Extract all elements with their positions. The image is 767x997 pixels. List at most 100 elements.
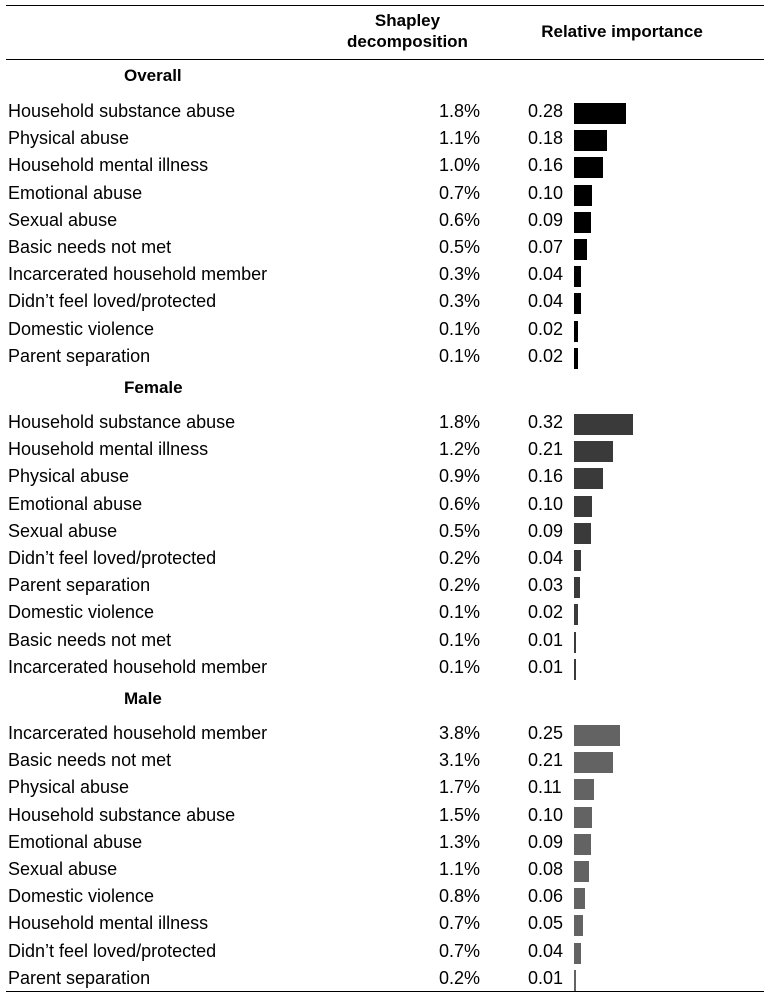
shapley-value: 1.7% [438, 777, 480, 798]
relative-importance-value: 0.07 [528, 237, 564, 257]
shapley-header: Shapley decomposition [347, 11, 468, 51]
importance-bar [574, 130, 608, 152]
relative-importance-header: Relative importance [541, 22, 703, 41]
relative-importance-value: 0.09 [528, 520, 564, 541]
shapley-value: 0.1% [438, 629, 480, 650]
table-row: Physical abuse 0.9% 0.16 [0, 463, 767, 490]
shapley-value: 0.3% [438, 291, 480, 312]
table-row: Emotional abuse 0.6% 0.10 [0, 491, 767, 518]
row-label: Household substance abuse [8, 804, 236, 825]
relative-importance-value: 0.04 [528, 291, 564, 312]
relative-importance-value: 0.21 [528, 750, 564, 771]
importance-bar [574, 550, 582, 571]
bottom-rule [6, 991, 764, 992]
shapley-value: 1.5% [438, 804, 480, 825]
table-row: Household mental illness 0.7% 0.05 [0, 910, 767, 937]
row-label: Incarcerated household member [8, 723, 268, 743]
row-label: Incarcerated household member [8, 656, 268, 677]
shapley-value: 1.2% [438, 439, 480, 460]
row-label: Didn’t feel loved/protected [8, 940, 217, 961]
shapley-value: 0.1% [438, 656, 480, 677]
relative-importance-value: 0.04 [528, 548, 564, 568]
importance-bar [574, 725, 620, 746]
relative-importance-value: 0.01 [528, 629, 564, 650]
row-label: Parent separation [8, 345, 151, 366]
table-row: Physical abuse 1.7% 0.11 [0, 774, 767, 801]
relative-importance-value: 0.02 [528, 602, 564, 623]
shapley-value: 0.2% [438, 967, 480, 988]
importance-bar [574, 806, 593, 828]
importance-bar [574, 577, 580, 599]
table-row: Emotional abuse 0.7% 0.10 [0, 180, 767, 207]
table-row: Didn’t feel loved/protected 0.7% 0.04 [0, 938, 767, 965]
table-row: Domestic violence 0.1% 0.02 [0, 316, 767, 343]
table-row: Household mental illness 1.0% 0.16 [0, 152, 767, 179]
relative-importance-value: 0.09 [528, 209, 564, 230]
table-row: Incarcerated household member 0.1% 0.01 [0, 654, 767, 681]
table-row: Physical abuse 1.1% 0.18 [0, 125, 767, 152]
shapley-value: 0.5% [438, 237, 480, 257]
row-label: Incarcerated household member [8, 264, 268, 285]
table-row: Emotional abuse 1.3% 0.09 [0, 829, 767, 856]
table-row: Parent separation 0.2% 0.03 [0, 572, 767, 599]
importance-bar [574, 441, 613, 463]
relative-importance-value: 0.08 [528, 859, 564, 879]
row-label: Household substance abuse [8, 101, 236, 121]
row-label: Parent separation [8, 575, 151, 596]
table-row: Didn’t feel loved/protected 0.2% 0.04 [0, 545, 767, 572]
importance-bar [574, 266, 582, 288]
shapley-value: 0.3% [438, 264, 480, 285]
shapley-value: 0.7% [438, 913, 480, 934]
row-label: Household mental illness [8, 155, 209, 176]
shapley-value: 0.1% [438, 602, 480, 623]
relative-importance-value: 0.04 [528, 264, 564, 285]
shapley-value: 3.8% [438, 723, 480, 743]
importance-bar [574, 239, 587, 260]
relative-importance-value: 0.09 [528, 831, 564, 852]
shapley-value: 1.0% [438, 155, 480, 176]
table-row: Basic needs not met 0.1% 0.01 [0, 627, 767, 654]
table-row: Basic needs not met 0.5% 0.07 [0, 234, 767, 261]
importance-bar [574, 157, 604, 179]
relative-importance-value: 0.06 [528, 886, 564, 907]
shapley-value: 1.8% [438, 101, 480, 121]
row-label: Physical abuse [8, 466, 130, 487]
shapley-value: 1.1% [438, 859, 480, 879]
table-row: Domestic violence 0.1% 0.02 [0, 599, 767, 626]
table-row: Sexual abuse 0.6% 0.09 [0, 207, 767, 234]
row-label: Emotional abuse [8, 493, 143, 514]
relative-importance-value: 0.10 [528, 182, 564, 203]
relative-importance-value: 0.28 [528, 101, 564, 121]
row-label: Domestic violence [8, 886, 155, 907]
relative-importance-value: 0.03 [528, 575, 564, 596]
shapley-value: 0.1% [438, 318, 480, 339]
shapley-value: 1.1% [438, 128, 480, 149]
relative-importance-value: 0.16 [528, 466, 564, 487]
shapley-value: 1.3% [438, 831, 480, 852]
row-label: Household mental illness [8, 913, 209, 934]
table-row: Parent separation 0.2% 0.01 [0, 965, 767, 992]
importance-bar [574, 861, 589, 882]
table-row: Incarcerated household member 3.8% 0.25 [0, 720, 767, 747]
importance-bar [574, 779, 595, 801]
relative-importance-value: 0.25 [528, 723, 564, 743]
relative-importance-value: 0.32 [528, 412, 564, 432]
shapley-value: 0.8% [438, 886, 480, 907]
relative-importance-value: 0.21 [528, 439, 564, 460]
relative-importance-value: 0.04 [528, 940, 564, 961]
importance-bar [574, 604, 578, 626]
shapley-value: 0.2% [438, 548, 480, 568]
row-label: Domestic violence [8, 602, 155, 623]
row-label: Sexual abuse [8, 520, 118, 541]
row-label: Sexual abuse [8, 209, 118, 230]
importance-bar [574, 468, 604, 490]
table-row: Sexual abuse 1.1% 0.08 [0, 856, 767, 883]
row-label: Emotional abuse [8, 831, 143, 852]
row-label: Sexual abuse [8, 859, 118, 879]
shapley-value: 0.5% [438, 520, 480, 541]
importance-bar [574, 942, 582, 964]
top-rule [6, 5, 764, 6]
table-row: Household substance abuse 1.8% 0.32 [0, 409, 767, 436]
importance-bar [574, 320, 578, 342]
shapley-value: 0.6% [438, 493, 480, 514]
